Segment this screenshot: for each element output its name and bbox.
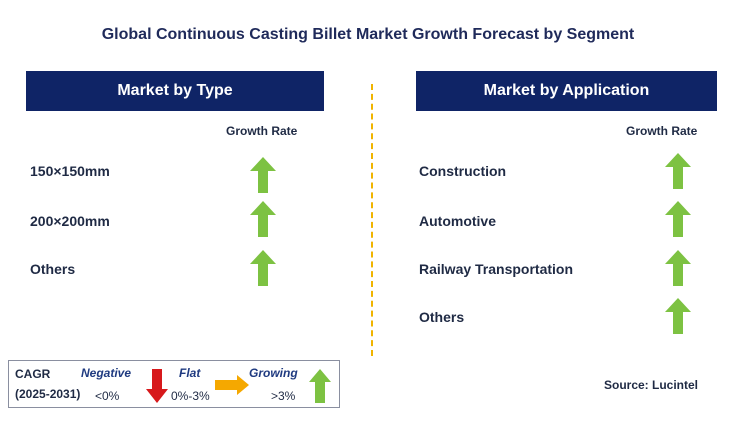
growing-arrow-icon [665,201,691,237]
growing-arrow-icon [250,201,276,237]
legend-growing-range: >3% [271,389,296,403]
growing-arrow-icon [665,153,691,189]
application-row-label-1: Construction [419,163,507,179]
legend-period-label: (2025-2031) [15,387,81,401]
application-row-label-3: Railway Transportation [419,261,574,277]
orange-right-arrow-icon [215,375,249,395]
growing-arrow-icon [665,298,691,334]
panel-divider [371,84,373,356]
application-row-label-2: Automotive [419,213,496,229]
growing-arrow-icon [665,250,691,286]
growing-arrow-icon [250,157,276,193]
legend-negative-label: Negative [81,366,132,380]
source-label: Source: Lucintel [604,378,699,392]
legend-cagr-label: CAGR [15,367,51,381]
legend-flat-range: 0%-3% [171,389,210,403]
growing-arrow-icon [250,250,276,286]
type-row-label-3: Others [30,261,76,277]
legend-flat-label: Flat [179,366,201,380]
legend-growing-label: Growing [249,366,298,380]
left-growth-rate-label: Growth Rate [226,124,298,138]
legend-negative-range: <0% [95,389,120,403]
green-up-arrow-icon [309,369,331,403]
market-by-application-header: Market by Application [416,71,717,111]
market-by-type-header: Market by Type [26,71,324,111]
page-title: Global Continuous Casting Billet Market … [101,26,635,43]
market-by-application-header-label: Market by Application [483,82,650,99]
market-by-type-header-label: Market by Type [117,82,233,99]
type-row-label-2: 200×200mm [30,213,110,229]
red-down-arrow-icon [146,369,168,403]
type-row-label-1: 150×150mm [30,163,110,179]
application-row-label-4: Others [419,309,465,325]
right-growth-rate-label: Growth Rate [626,124,698,138]
cagr-legend: CAGR (2025-2031) Negative <0% Flat 0%-3%… [8,360,340,408]
